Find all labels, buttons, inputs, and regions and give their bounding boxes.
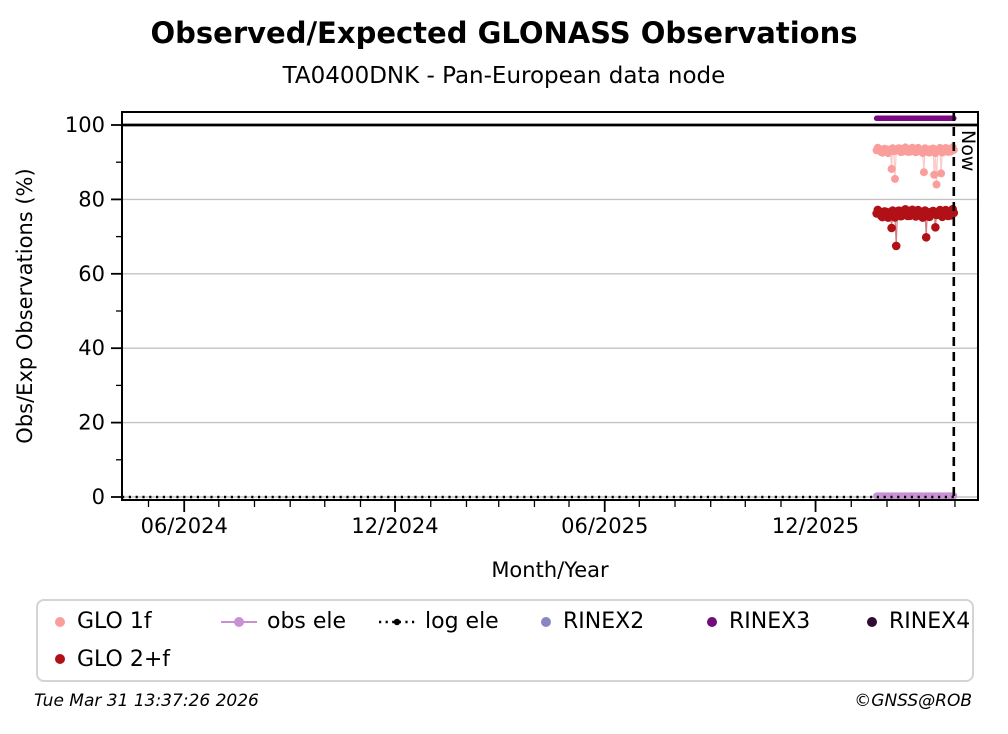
rinex2-marker-icon <box>541 616 551 627</box>
footer-copyright: ©GNSS@ROB <box>854 691 972 711</box>
obs-ele-marker-icon <box>221 616 257 627</box>
x-tick-label: 06/2024 <box>141 514 228 538</box>
x-major-ticks: 06/2024 12/2024 06/2025 12/2025 <box>141 500 859 538</box>
rinex4-marker-icon <box>867 616 877 627</box>
y-axis-label: Obs/Exp Observations (%) <box>13 168 37 443</box>
legend-item-glo-2f: GLO 2+f <box>52 647 220 672</box>
now-label: Now <box>957 130 979 171</box>
x-minor-ticks <box>147 500 956 507</box>
y-tick-label: 60 <box>78 262 105 286</box>
chart-subtitle: TA0400DNK - Pan-European data node <box>282 63 726 89</box>
legend-label-rinex4: RINEX4 <box>889 609 971 635</box>
legend-label-rinex3: RINEX3 <box>729 609 811 635</box>
y-tick-label: 40 <box>78 336 105 360</box>
y-tick-label: 0 <box>92 485 105 509</box>
axis-labels: Month/Year Obs/Exp Observations (%) <box>13 168 609 582</box>
series-glo-2-f <box>872 204 959 251</box>
now-marker: Now <box>952 112 979 500</box>
rinex3-marker-icon <box>707 616 717 627</box>
glo-1f-marker-icon <box>55 616 65 627</box>
legend-item-rinex4: RINEX4 <box>864 609 972 634</box>
x-tick-label: 12/2025 <box>772 514 859 538</box>
y-ticks: 0 20 40 60 80 100 <box>65 113 122 509</box>
log-ele-marker-icon <box>379 618 415 625</box>
x-axis-label: Month/Year <box>491 558 609 582</box>
legend-item-rinex3: RINEX3 <box>704 609 864 634</box>
legend-label-glo-2f: GLO 2+f <box>77 646 171 672</box>
legend-label-log-ele: log ele <box>425 609 499 635</box>
x-tick-label: 06/2025 <box>561 514 648 538</box>
y-gridlines <box>122 123 978 498</box>
footer-timestamp: Tue Mar 31 13:37:26 2026 <box>34 691 259 711</box>
legend-label-glo-1f: GLO 1f <box>77 609 152 635</box>
legend: GLO 1f obs ele log ele RINEX2 RINEX3 RINEX4 GL… <box>36 599 974 682</box>
legend-item-glo-1f: GLO 1f <box>52 609 220 634</box>
plot-frame <box>121 111 979 501</box>
legend-item-rinex2: RINEX2 <box>538 609 704 634</box>
y-tick-label: 80 <box>78 187 105 211</box>
glo-2f-marker-icon <box>55 654 65 665</box>
series-glo-1f <box>872 143 958 189</box>
legend-label-obs-ele: obs ele <box>267 609 347 635</box>
legend-label-rinex2: RINEX2 <box>563 609 645 635</box>
chart-title: Observed/Expected GLONASS Observations <box>150 16 858 50</box>
legend-item-log-ele: log ele <box>378 609 538 634</box>
y-tick-label: 20 <box>78 411 105 435</box>
legend-item-obs-ele: obs ele <box>220 609 378 634</box>
y-tick-label: 100 <box>65 113 105 137</box>
x-tick-label: 12/2024 <box>351 514 438 538</box>
